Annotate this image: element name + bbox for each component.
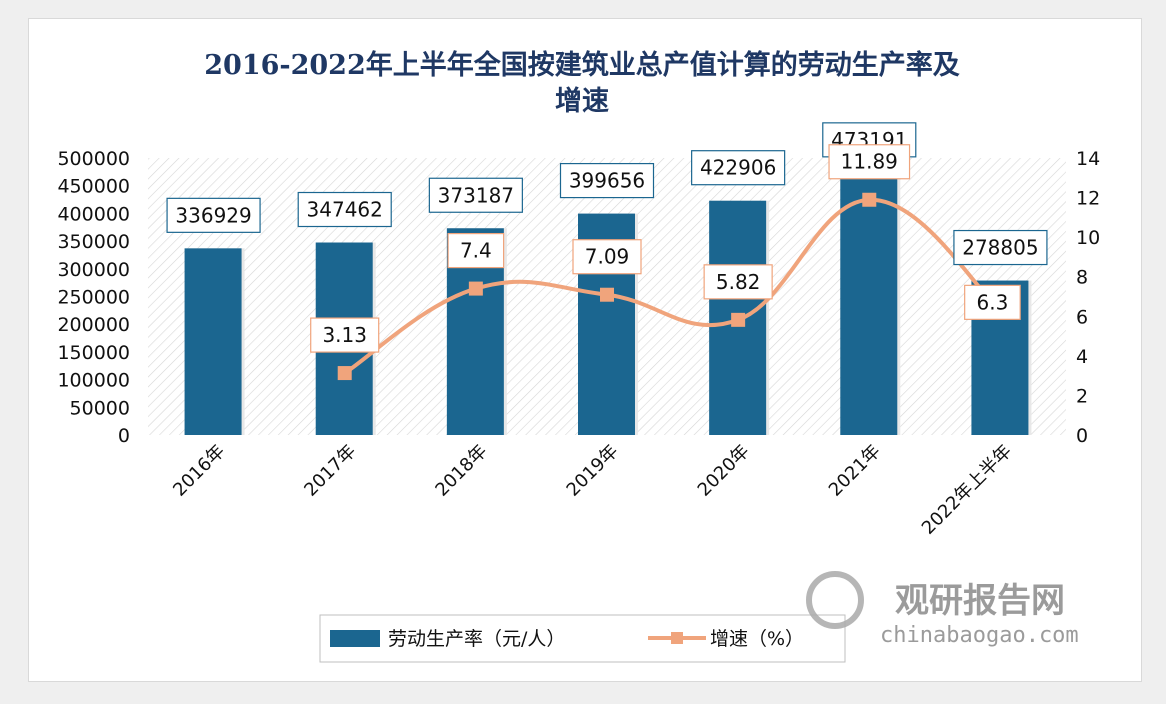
right-axis-tick: 12 xyxy=(1076,188,1100,210)
watermark-logo-icon xyxy=(806,571,864,629)
left-axis-tick: 100000 xyxy=(57,370,130,392)
growth-value-label-box xyxy=(447,232,505,269)
right-axis-tick: 10 xyxy=(1076,227,1100,249)
growth-value-label: 7.4 xyxy=(460,239,492,263)
chart-title-line-2: 增速 xyxy=(555,85,609,117)
bar-value-label-box xyxy=(691,150,786,186)
left-axis-tick: 350000 xyxy=(57,231,130,253)
growth-marker xyxy=(862,192,877,207)
growth-value-label: 3.13 xyxy=(322,323,367,347)
legend-bar-swatch xyxy=(330,630,380,647)
right-axis-tick: 2 xyxy=(1076,385,1088,407)
growth-value-label: 5.82 xyxy=(716,270,761,294)
growth-line xyxy=(343,197,1002,375)
right-axis-tick: 8 xyxy=(1076,267,1088,289)
bar-value-label: 399656 xyxy=(569,169,645,193)
watermark: 观研报告网 chinabaogao.com xyxy=(806,571,1079,648)
growth-value-label-box xyxy=(572,239,642,275)
bar-value-label-box xyxy=(428,177,523,213)
x-axis-tick: 2020年 xyxy=(694,441,754,501)
right-axis-tick: 6 xyxy=(1076,306,1088,328)
left-axis-tick: 450000 xyxy=(57,176,130,198)
bar-value-label: 422906 xyxy=(700,156,776,180)
growth-value-label: 7.09 xyxy=(585,245,630,269)
growth-marker xyxy=(600,287,614,302)
watermark-name: 观研报告网 xyxy=(895,581,1065,621)
x-axis-tick: 2019年 xyxy=(563,441,623,501)
left-axis-tick: 50000 xyxy=(70,397,130,419)
bar-value-label-box xyxy=(166,197,261,233)
bar-value-label: 336929 xyxy=(175,203,251,227)
left-axis-tick: 400000 xyxy=(57,203,130,225)
bar-value-label: 347462 xyxy=(307,198,383,222)
x-axis-tick: 2018年 xyxy=(431,441,491,501)
left-axis-tick: 250000 xyxy=(57,287,130,309)
growth-marker xyxy=(468,281,483,296)
watermark-url: chinabaogao.com xyxy=(880,623,1079,648)
left-axis-tick: 500000 xyxy=(57,148,130,170)
bar-value-label: 278805 xyxy=(962,236,1038,260)
right-axis-tick: 4 xyxy=(1076,346,1088,368)
left-axis-tick: 300000 xyxy=(57,259,130,281)
bar-2016年 xyxy=(184,248,242,435)
x-axis-tick: 2016年 xyxy=(169,441,229,501)
legend-line-label: 增速（%） xyxy=(710,628,804,650)
chart-title-line-1: 2016-2022年上半年全国按建筑业总产值计算的劳动生产率及 xyxy=(204,49,960,81)
growth-marker xyxy=(337,366,352,381)
growth-marker xyxy=(731,312,746,327)
bar-value-label-box xyxy=(559,162,655,199)
right-axis-tick: 0 xyxy=(1076,425,1088,447)
x-axis-tick: 2021年 xyxy=(825,441,885,501)
growth-value-label-box xyxy=(310,317,380,353)
left-axis-tick: 200000 xyxy=(57,314,130,336)
legend-bar-label: 劳动生产率（元/人） xyxy=(388,628,565,650)
growth-value-label-box xyxy=(964,284,1021,320)
bar-value-label-box xyxy=(953,229,1048,266)
legend-line-marker xyxy=(671,632,683,644)
bar-value-label-box xyxy=(297,191,392,228)
growth-value-label: 6.3 xyxy=(977,290,1009,314)
x-axis-tick: 2017年 xyxy=(300,441,360,501)
growth-value-label-box xyxy=(703,264,773,300)
growth-value-label-box xyxy=(828,144,911,180)
legend: 劳动生产率（元/人） 增速（%） xyxy=(319,614,846,663)
right-axis-tick: 14 xyxy=(1076,148,1100,170)
legend-box xyxy=(319,614,846,663)
left-axis-tick: 150000 xyxy=(57,342,130,364)
bar-2021年 xyxy=(840,172,898,436)
bar-value-label: 373187 xyxy=(438,183,514,207)
left-axis-tick: 0 xyxy=(118,425,130,447)
x-axis-tick: 2022年上半年 xyxy=(918,441,1016,539)
growth-value-label: 11.89 xyxy=(841,150,898,174)
